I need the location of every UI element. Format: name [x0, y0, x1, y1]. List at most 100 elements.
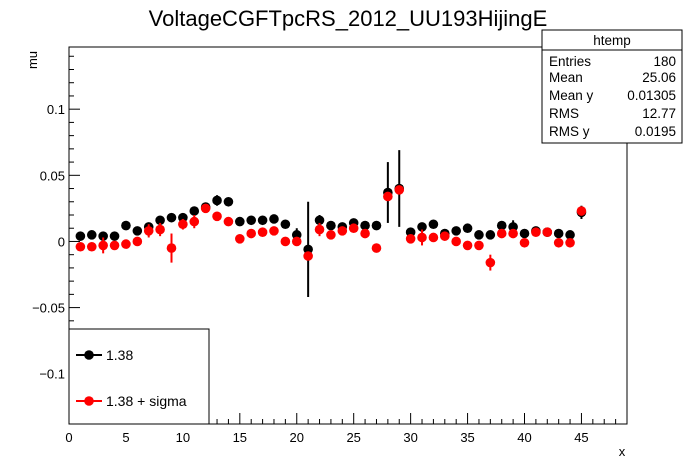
data-point	[280, 236, 291, 247]
data-point	[178, 219, 188, 230]
data-point	[178, 212, 188, 223]
data-point	[257, 227, 268, 237]
stats-label-mean-y: Mean y	[549, 88, 594, 103]
plot-frame	[68, 46, 628, 425]
data-point	[303, 251, 313, 261]
data-point	[451, 236, 461, 247]
x-tick-label: 5	[122, 430, 129, 445]
series-1	[75, 185, 587, 271]
data-point	[86, 241, 97, 252]
data-point	[485, 257, 496, 268]
data-point	[257, 215, 268, 226]
stats-value-mean: 25.06	[642, 70, 676, 85]
stats-value-rms: 12.77	[642, 106, 676, 121]
data-point	[235, 216, 245, 227]
data-point	[542, 227, 553, 237]
data-point	[565, 230, 575, 240]
legend-label-1-38-sigma: 1.38 + sigma	[106, 393, 187, 409]
data-point	[348, 223, 359, 234]
legend-label-1-38: 1.38	[106, 347, 133, 363]
stats-label-mean: Mean	[549, 70, 583, 85]
data-point	[155, 224, 165, 235]
stats-box-title: htemp	[593, 33, 631, 48]
data-point	[553, 237, 564, 248]
data-point	[98, 240, 108, 251]
data-point	[86, 230, 97, 240]
stats-label-rms: RMS	[549, 106, 579, 121]
y-axis-label: mu	[25, 51, 40, 69]
x-tick-label: 35	[460, 430, 474, 445]
stats-box: htemp Entries 180 Mean 25.06 Mean y 0.01…	[541, 29, 683, 144]
data-point	[109, 231, 120, 241]
data-point	[132, 236, 143, 247]
y-tick-label: −0.05	[32, 301, 65, 316]
stats-label-rms-y: RMS y	[549, 124, 590, 139]
data-point	[326, 220, 336, 231]
data-point	[269, 226, 279, 236]
series-layer	[75, 150, 587, 298]
data-point	[155, 215, 165, 226]
data-point	[269, 214, 279, 224]
x-tick-label: 15	[233, 430, 247, 445]
data-point	[462, 223, 473, 234]
data-point	[98, 231, 108, 241]
data-point	[291, 230, 302, 240]
data-point	[143, 226, 154, 236]
data-point	[383, 191, 393, 202]
data-point	[508, 222, 518, 232]
data-point	[132, 226, 143, 236]
data-point	[462, 240, 473, 251]
data-point	[166, 212, 177, 223]
y-tick-label: −0.1	[39, 367, 65, 382]
data-point	[496, 220, 507, 231]
data-point	[200, 203, 211, 214]
data-point	[360, 220, 370, 231]
data-point	[485, 230, 496, 240]
data-point	[121, 220, 131, 231]
data-point	[371, 243, 382, 253]
data-point	[189, 216, 200, 227]
data-point	[75, 231, 86, 241]
data-point	[280, 219, 291, 230]
data-point	[246, 228, 257, 239]
data-point	[565, 237, 575, 248]
data-point	[428, 232, 439, 243]
data-point	[451, 226, 461, 236]
data-point	[314, 224, 325, 235]
legend-frame	[68, 328, 210, 425]
legend-marker-black	[84, 350, 94, 360]
x-tick-label: 30	[403, 430, 417, 445]
x-tick-label: 0	[65, 430, 72, 445]
y-tick-label: 0.1	[47, 102, 65, 117]
data-point	[212, 195, 222, 206]
data-point	[246, 215, 257, 226]
data-point	[360, 228, 370, 239]
data-point	[531, 227, 541, 237]
data-point	[519, 228, 530, 239]
series-0	[75, 150, 587, 298]
data-point	[189, 206, 200, 216]
chart-title: VoltageCGFTpcRS_2012_UU193HijingE	[149, 6, 548, 31]
data-point	[519, 237, 530, 248]
x-tick-label: 40	[517, 430, 531, 445]
data-point	[303, 244, 313, 255]
stats-box-frame	[541, 29, 683, 144]
y-axis: −0.1 −0.05 0 0.05 0.1	[32, 55, 80, 414]
data-point	[428, 219, 439, 230]
data-point	[223, 196, 234, 207]
data-point	[394, 185, 405, 195]
data-point	[223, 216, 234, 227]
y-tick-label: 0	[58, 234, 65, 249]
legend-marker-red	[84, 396, 94, 406]
data-point	[474, 230, 484, 240]
data-point	[405, 234, 416, 244]
stats-value-mean-y: 0.01305	[627, 88, 676, 103]
x-tick-label: 45	[574, 430, 588, 445]
data-point	[474, 240, 484, 251]
data-point	[109, 240, 120, 251]
data-point	[314, 215, 325, 226]
data-point	[212, 211, 222, 222]
data-point	[337, 226, 348, 236]
data-point	[235, 234, 245, 244]
